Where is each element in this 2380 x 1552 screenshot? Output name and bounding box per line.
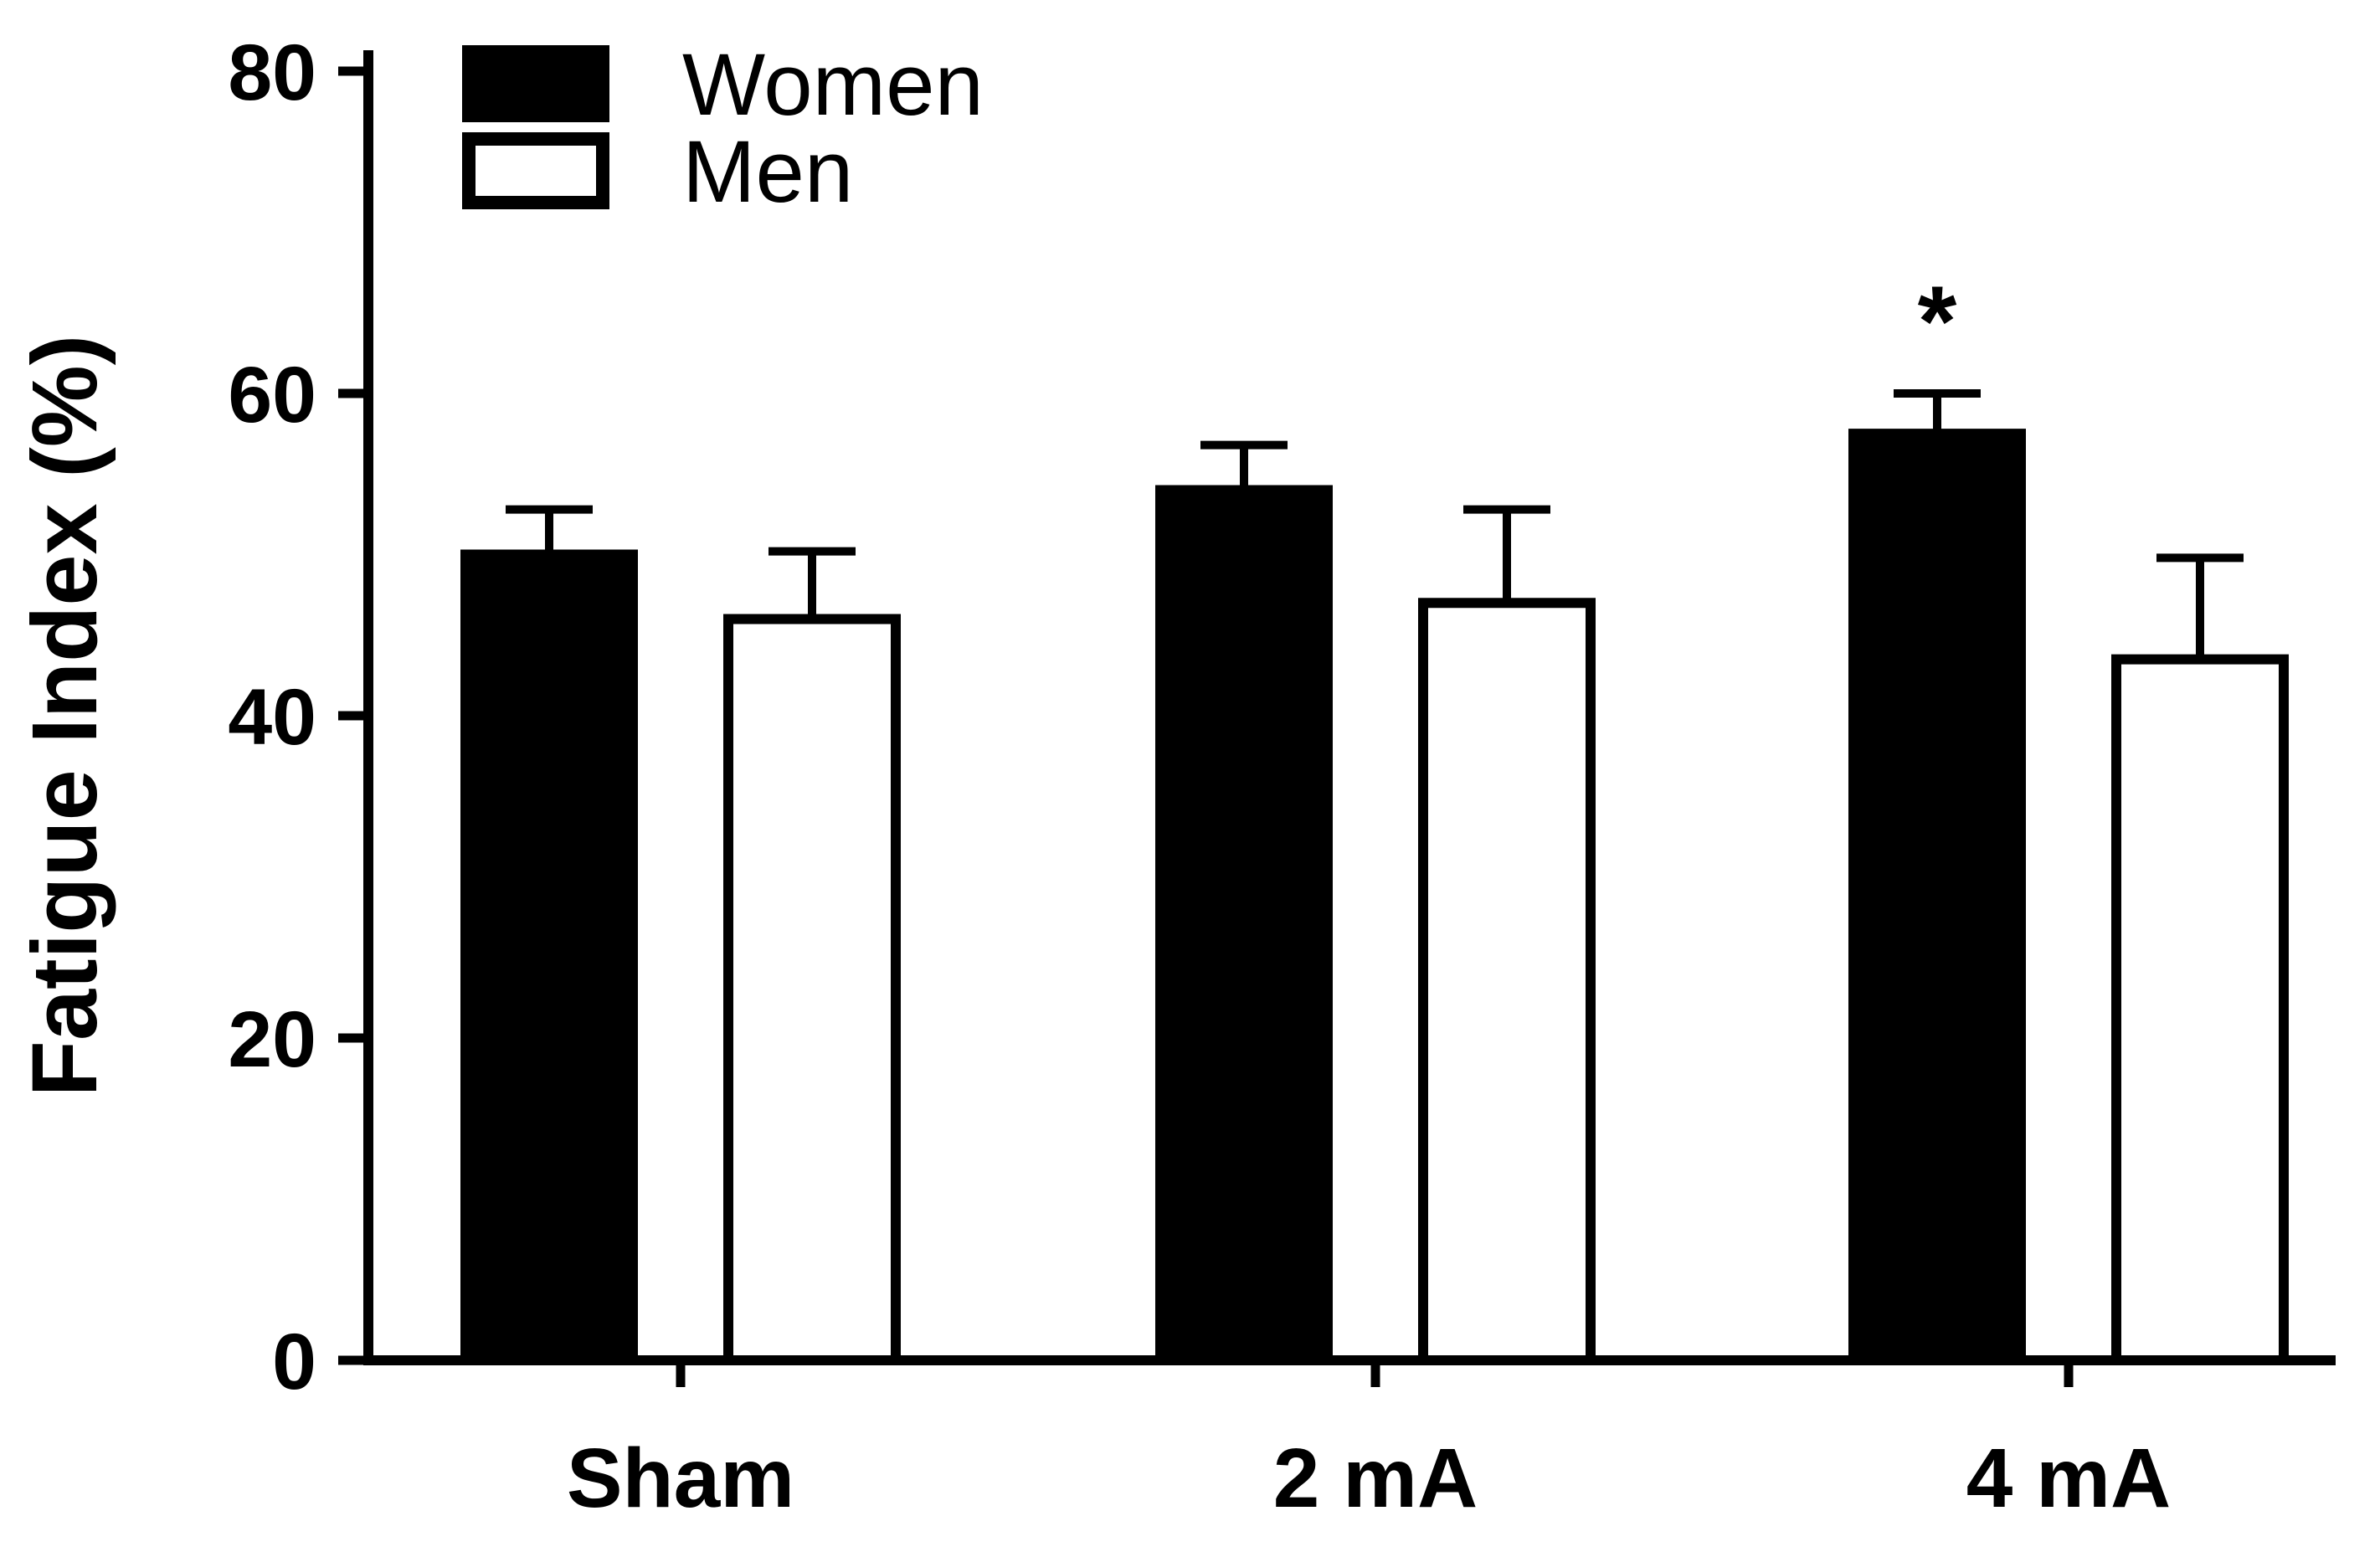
x-category-label-4-ma: 4 mA xyxy=(1966,1431,2172,1525)
y-axis-title: Fatigue Index (%) xyxy=(13,335,116,1097)
legend-swatch-men xyxy=(462,132,609,209)
legend-label-men: Men xyxy=(682,123,853,221)
bar-women-2-ma xyxy=(1155,485,1333,1365)
legend-swatch-women xyxy=(462,45,609,122)
bar-men-sham xyxy=(723,614,901,1365)
significance-asterisk: * xyxy=(1918,265,1957,378)
x-category-label-sham: Sham xyxy=(567,1431,794,1525)
y-tick-label-0: 0 xyxy=(272,1318,316,1406)
bar-women-4-ma xyxy=(1848,429,2026,1365)
bar-men-4-ma xyxy=(2111,654,2289,1365)
y-tick-label-40: 40 xyxy=(228,673,316,762)
bar-men-2-ma xyxy=(1418,598,1596,1365)
bar-women-sham xyxy=(460,549,638,1365)
y-tick-label-60: 60 xyxy=(228,351,316,439)
legend-label-women: Women xyxy=(682,36,984,134)
y-tick-label-80: 80 xyxy=(228,28,316,117)
y-tick-label-20: 20 xyxy=(228,995,316,1084)
x-category-label-2-ma: 2 mA xyxy=(1273,1431,1478,1525)
